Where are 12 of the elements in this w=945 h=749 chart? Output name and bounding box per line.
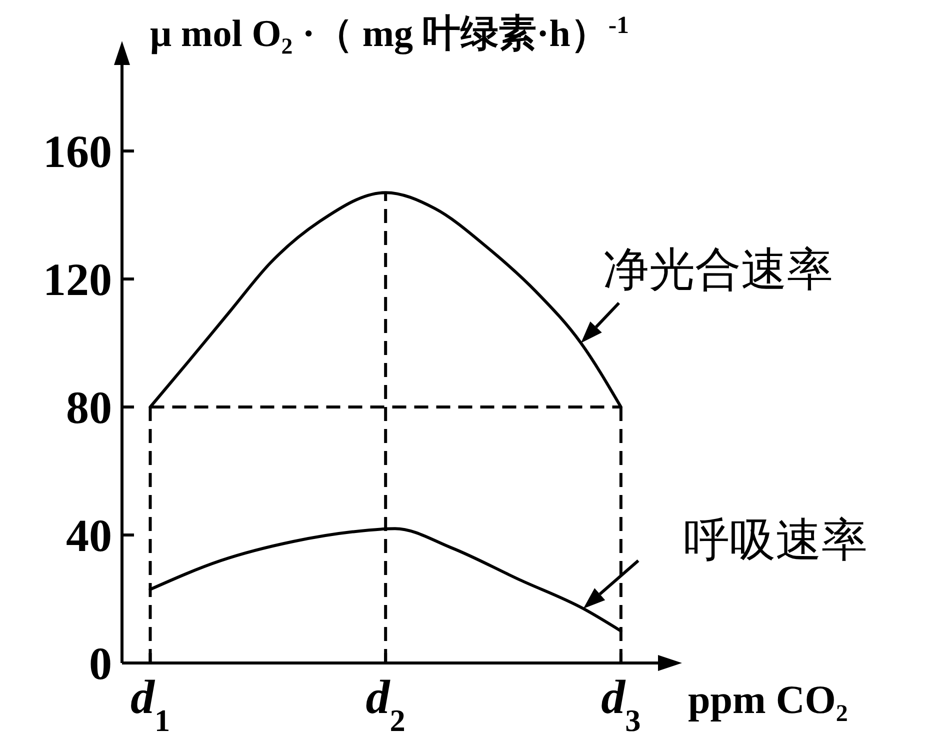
x-tick-label: d$_{2}$ bbox=[366, 671, 406, 738]
y-tick-label: 40 bbox=[66, 510, 112, 562]
y-tick-label: 120 bbox=[43, 254, 112, 306]
x-tick-label: d$_{3}$ bbox=[601, 671, 641, 738]
y-tick-label: 80 bbox=[66, 382, 112, 434]
series-label: 呼吸速率 bbox=[683, 514, 868, 566]
series-label: 净光合速率 bbox=[602, 244, 833, 295]
y-axis-title: μ mol O₂ ·（ mg 叶绿素·h）$^{-1}$ bbox=[150, 12, 629, 55]
y-tick-label: 160 bbox=[43, 126, 112, 178]
x-axis-title: ppm CO₂ bbox=[688, 677, 848, 722]
x-tick-label: d$_{1}$ bbox=[130, 671, 170, 738]
y-tick-label: 0 bbox=[89, 638, 112, 690]
